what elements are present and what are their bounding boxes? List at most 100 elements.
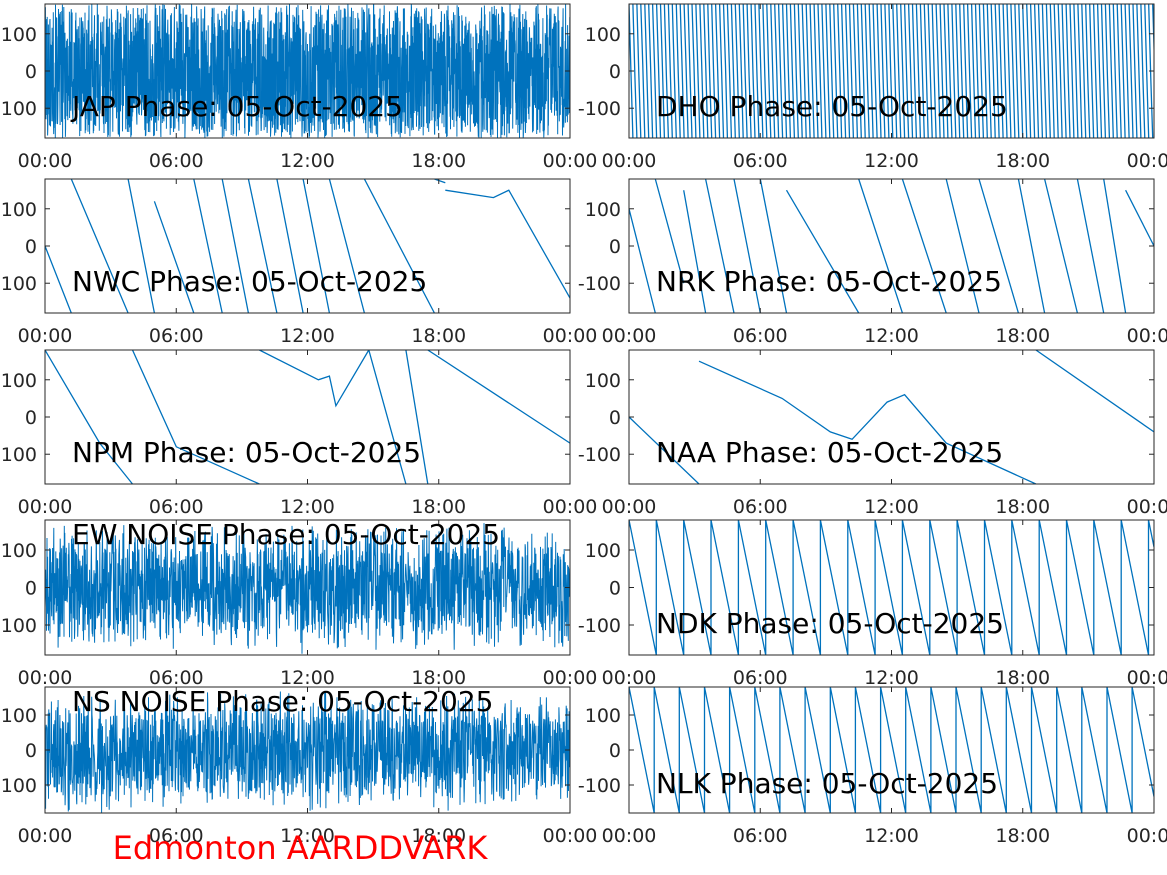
- x-tick-label: 12:00: [280, 150, 335, 172]
- series-line: [45, 4, 570, 138]
- series-line: [629, 350, 1154, 484]
- x-tick-label: 18:00: [411, 150, 466, 172]
- x-tick-label: 00:00: [543, 150, 598, 172]
- y-tick-label: 0: [609, 407, 621, 429]
- y-tick-label: -100: [578, 273, 621, 295]
- x-tick-label: 18:00: [995, 667, 1050, 689]
- x-tick-label: 18:00: [995, 825, 1050, 847]
- x-tick-label: 06:00: [733, 825, 788, 847]
- x-tick-label: 12:00: [864, 667, 919, 689]
- y-tick-label: 0: [609, 61, 621, 83]
- y-tick-label: 0: [25, 578, 37, 600]
- y-tick-label: 100: [585, 24, 621, 46]
- x-tick-label: 12:00: [280, 496, 335, 518]
- x-tick-label: 18:00: [995, 325, 1050, 347]
- x-tick-label: 00:00: [18, 150, 73, 172]
- panel-4: 00:00 06:00 12:00 18:00 00:00 100 0 -100 NPM Pha…: [0, 349, 598, 518]
- y-tick-label: 0: [609, 236, 621, 258]
- panel-3: 00:00 06:00 12:00 18:00 00:00 100 0 -100 NRK Pha…: [578, 178, 1167, 347]
- y-tick-label: 0: [25, 740, 37, 762]
- panel-title: NPM Phase: 05-Oct-2025: [72, 436, 421, 469]
- y-tick-label: -100: [578, 775, 621, 797]
- y-tick-label: 100: [1, 540, 37, 562]
- panel-1: 00:00 06:00 12:00 18:00 00:00 100 0 -100 DHO Pha…: [578, 3, 1167, 172]
- y-tick-label: -100: [578, 444, 621, 466]
- y-tick-label: -100: [578, 98, 621, 120]
- series-line: [629, 4, 1154, 138]
- x-tick-label: 00:00: [1127, 825, 1167, 847]
- y-tick-label: -100: [578, 615, 621, 637]
- x-tick-label: 18:00: [995, 150, 1050, 172]
- x-tick-label: 06:00: [733, 325, 788, 347]
- series-line: [45, 691, 570, 813]
- panel-2: 00:00 06:00 12:00 18:00 00:00 100 0 -100 NWC Pha…: [0, 178, 598, 347]
- y-tick-label: 100: [1, 24, 37, 46]
- x-tick-label: 00:00: [602, 825, 657, 847]
- x-tick-label: 06:00: [149, 325, 204, 347]
- y-tick-label: -100: [0, 444, 37, 466]
- panel-title: NS NOISE Phase: 05-Oct-2025: [72, 685, 493, 718]
- footer-title: Edmonton AARDDVARK: [113, 829, 489, 867]
- x-tick-label: 00:00: [18, 825, 73, 847]
- panel-title: NAA Phase: 05-Oct-2025: [656, 436, 1003, 469]
- y-tick-label: 0: [609, 740, 621, 762]
- y-tick-label: 0: [25, 236, 37, 258]
- y-tick-label: -100: [0, 615, 37, 637]
- x-tick-label: 06:00: [733, 496, 788, 518]
- x-tick-label: 06:00: [149, 667, 204, 689]
- panel-9: 00:00 06:00 12:00 18:00 00:00 100 0 -100 NLK Pha…: [578, 686, 1167, 847]
- y-tick-label: 100: [585, 705, 621, 727]
- x-tick-label: 00:00: [543, 825, 598, 847]
- series-line: [45, 523, 570, 654]
- x-tick-label: 00:00: [18, 325, 73, 347]
- x-tick-label: 18:00: [995, 496, 1050, 518]
- x-tick-label: 00:00: [1127, 496, 1167, 518]
- x-tick-label: 12:00: [864, 150, 919, 172]
- x-tick-label: 00:00: [18, 496, 73, 518]
- y-tick-label: 0: [25, 407, 37, 429]
- panel-6: 00:00 06:00 12:00 18:00 00:00 100 0 -100 EW NOIS…: [0, 518, 597, 689]
- x-tick-label: 00:00: [602, 150, 657, 172]
- x-tick-label: 12:00: [864, 825, 919, 847]
- x-tick-label: 00:00: [543, 496, 598, 518]
- x-tick-label: 00:00: [602, 325, 657, 347]
- x-tick-label: 12:00: [864, 496, 919, 518]
- x-tick-label: 00:00: [543, 667, 598, 689]
- panel-title: NLK Phase: 05-Oct-2025: [656, 767, 998, 800]
- y-tick-label: 100: [585, 199, 621, 221]
- x-tick-label: 06:00: [733, 150, 788, 172]
- x-tick-label: 00:00: [1127, 325, 1167, 347]
- x-tick-label: 00:00: [543, 325, 598, 347]
- series-line: [629, 179, 1154, 313]
- panel-7: 00:00 06:00 12:00 18:00 00:00 100 0 -100 NDK Pha…: [578, 519, 1167, 689]
- x-tick-label: 12:00: [864, 325, 919, 347]
- x-tick-label: 18:00: [411, 496, 466, 518]
- y-tick-label: 0: [25, 61, 37, 83]
- series-line: [45, 179, 570, 313]
- y-tick-label: 100: [585, 540, 621, 562]
- x-tick-label: 00:00: [1127, 150, 1167, 172]
- y-tick-label: -100: [0, 273, 37, 295]
- panel-0: 00:00 06:00 12:00 18:00 00:00 100 0 -100 JAP Pha…: [0, 3, 598, 172]
- panel-title: DHO Phase: 05-Oct-2025: [656, 90, 1008, 123]
- x-tick-label: 18:00: [411, 667, 466, 689]
- panel-title: NWC Phase: 05-Oct-2025: [72, 265, 427, 298]
- panels: 00:00 06:00 12:00 18:00 00:00 100 0 -100 JAP Pha…: [0, 3, 1167, 847]
- y-tick-label: -100: [0, 775, 37, 797]
- x-tick-label: 12:00: [280, 667, 335, 689]
- x-tick-label: 18:00: [411, 825, 466, 847]
- y-tick-label: 100: [1, 199, 37, 221]
- panel-title: EW NOISE Phase: 05-Oct-2025: [72, 518, 500, 551]
- x-tick-label: 00:00: [18, 667, 73, 689]
- panel-8: 00:00 06:00 12:00 18:00 00:00 100 0 -100 NS NOIS…: [0, 685, 597, 847]
- x-tick-label: 00:00: [602, 667, 657, 689]
- x-tick-label: 06:00: [149, 825, 204, 847]
- y-tick-label: 100: [585, 370, 621, 392]
- panel-title: NDK Phase: 05-Oct-2025: [656, 607, 1004, 640]
- y-tick-label: -100: [0, 98, 37, 120]
- panel-title: NRK Phase: 05-Oct-2025: [656, 265, 1002, 298]
- x-tick-label: 00:00: [602, 496, 657, 518]
- x-tick-label: 00:00: [1127, 667, 1167, 689]
- y-tick-label: 0: [609, 578, 621, 600]
